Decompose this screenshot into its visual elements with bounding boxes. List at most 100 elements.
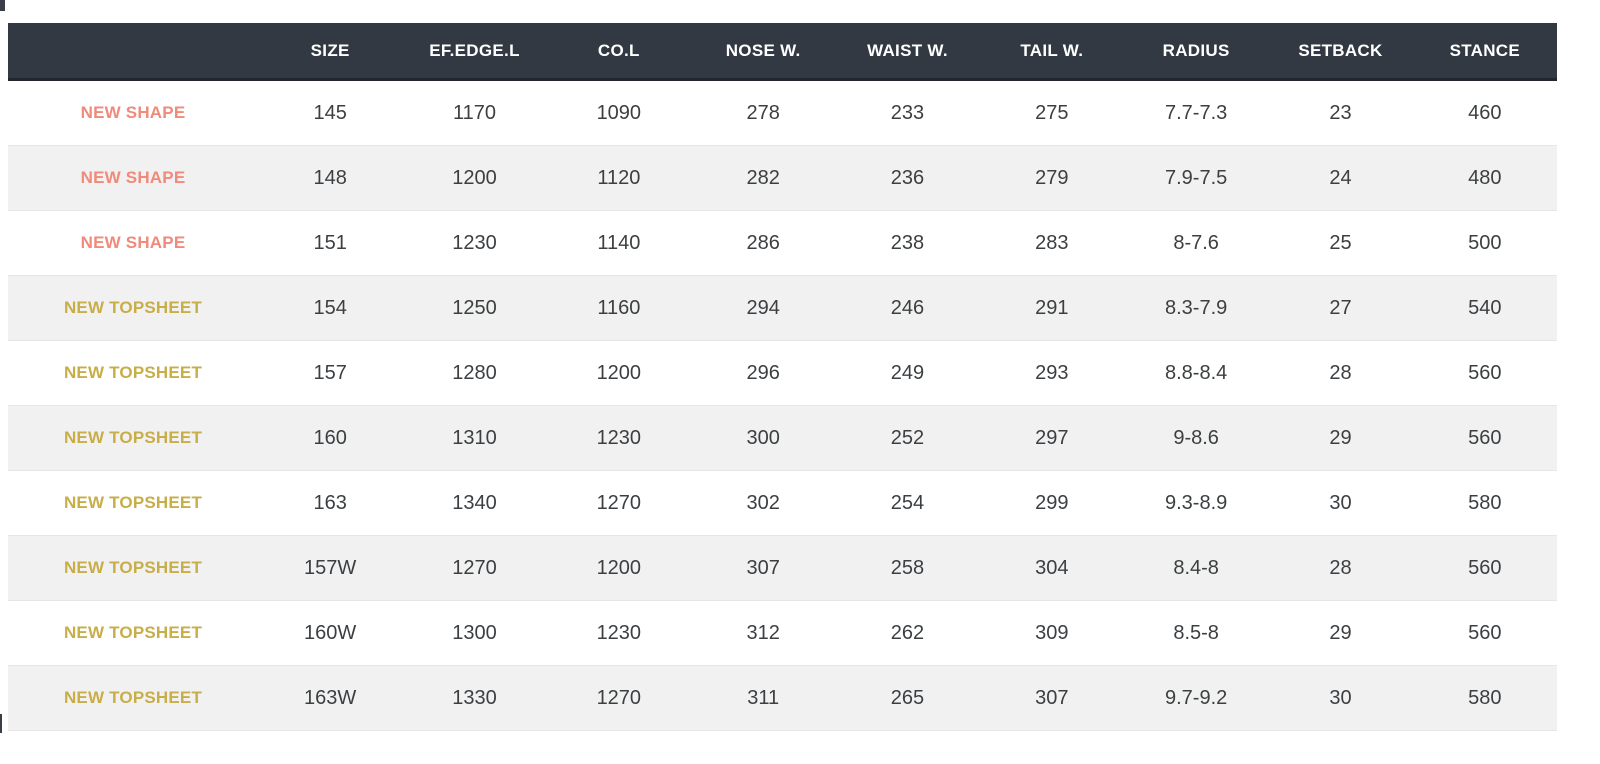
cell-size: 163W: [258, 665, 403, 731]
cell-size: 163: [258, 470, 403, 536]
cell-stance: 560: [1412, 405, 1557, 471]
cell-radius: 7.9-7.5: [1123, 145, 1269, 211]
cell-waist-w: 233: [835, 79, 980, 146]
table-row: NEW SHAPE 148 1200 1120 282 236 279 7.9-7.5 24 48…: [8, 145, 1557, 211]
column-header-tail-w: TAIL W.: [979, 23, 1124, 81]
cell-setback: 30: [1268, 665, 1413, 731]
cell-stance: 540: [1412, 275, 1557, 341]
cell-nose-w: 307: [690, 535, 836, 601]
cell-radius: 8.5-8: [1123, 600, 1269, 666]
cell-ef-edge-l: 1330: [402, 665, 547, 731]
table-row: NEW TOPSHEET 157 1280 1200 296 249 293 8.8-8.4 2…: [8, 340, 1557, 406]
table-row: NEW TOPSHEET 154 1250 1160 294 246 291 8.3-7.9 2…: [8, 275, 1557, 341]
cell-waist-w: 265: [835, 665, 980, 731]
row-tag-new-topsheet: NEW TOPSHEET: [8, 665, 258, 731]
row-tag-new-topsheet: NEW TOPSHEET: [8, 340, 258, 406]
cell-size: 157W: [258, 535, 403, 601]
cell-tail-w: 309: [979, 600, 1124, 666]
cell-setback: 28: [1268, 340, 1413, 406]
spec-table-head: SIZE EF.EDGE.L CO.L NOSE W. WAIST W. TAIL W. R…: [8, 23, 1557, 81]
size-spec-table: SIZE EF.EDGE.L CO.L NOSE W. WAIST W. TAIL W. R…: [8, 23, 1557, 731]
cell-setback: 29: [1268, 600, 1413, 666]
column-header-ef-edge-l: EF.EDGE.L: [402, 23, 547, 81]
table-row: NEW TOPSHEET 163W 1330 1270 311 265 307 9.7-9.2…: [8, 665, 1557, 731]
column-header-size: SIZE: [258, 23, 403, 81]
row-tag-new-topsheet: NEW TOPSHEET: [8, 535, 258, 601]
cell-waist-w: 258: [835, 535, 980, 601]
cell-size: 160: [258, 405, 403, 471]
cell-radius: 8.4-8: [1123, 535, 1269, 601]
cell-co-l: 1230: [546, 600, 691, 666]
cell-stance: 560: [1412, 600, 1557, 666]
cell-setback: 29: [1268, 405, 1413, 471]
cell-nose-w: 312: [690, 600, 836, 666]
column-header-radius: RADIUS: [1123, 23, 1269, 81]
cell-co-l: 1200: [546, 340, 691, 406]
cell-co-l: 1200: [546, 535, 691, 601]
table-row: NEW TOPSHEET 157W 1270 1200 307 258 304 8.4-8 28…: [8, 535, 1557, 601]
cell-size: 160W: [258, 600, 403, 666]
cell-ef-edge-l: 1300: [402, 600, 547, 666]
cell-radius: 9.7-9.2: [1123, 665, 1269, 731]
cell-stance: 560: [1412, 535, 1557, 601]
table-row: NEW TOPSHEET 160 1310 1230 300 252 297 9-8.6 29 5…: [8, 405, 1557, 471]
cell-ef-edge-l: 1310: [402, 405, 547, 471]
cell-size: 157: [258, 340, 403, 406]
cell-setback: 28: [1268, 535, 1413, 601]
cell-co-l: 1120: [546, 145, 691, 211]
cell-ef-edge-l: 1200: [402, 145, 547, 211]
cell-waist-w: 249: [835, 340, 980, 406]
table-row: NEW TOPSHEET 160W 1300 1230 312 262 309 8.5-8 29…: [8, 600, 1557, 666]
cell-stance: 580: [1412, 665, 1557, 731]
cell-co-l: 1270: [546, 665, 691, 731]
cell-tail-w: 293: [979, 340, 1124, 406]
cell-nose-w: 282: [690, 145, 836, 211]
cell-setback: 23: [1268, 79, 1413, 146]
row-tag-new-topsheet: NEW TOPSHEET: [8, 275, 258, 341]
row-tag-new-shape: NEW SHAPE: [8, 145, 258, 211]
cell-nose-w: 302: [690, 470, 836, 536]
cell-waist-w: 254: [835, 470, 980, 536]
cell-tail-w: 297: [979, 405, 1124, 471]
cell-radius: 8.3-7.9: [1123, 275, 1269, 341]
cell-tail-w: 283: [979, 210, 1124, 276]
spec-table: SIZE EF.EDGE.L CO.L NOSE W. WAIST W. TAIL W. R…: [8, 23, 1557, 731]
cell-ef-edge-l: 1170: [402, 79, 547, 146]
column-header-waist-w: WAIST W.: [835, 23, 980, 81]
cell-ef-edge-l: 1250: [402, 275, 547, 341]
cell-stance: 580: [1412, 470, 1557, 536]
cell-nose-w: 286: [690, 210, 836, 276]
cell-ef-edge-l: 1230: [402, 210, 547, 276]
cell-co-l: 1090: [546, 79, 691, 146]
cell-radius: 9-8.6: [1123, 405, 1269, 471]
cell-radius: 9.3-8.9: [1123, 470, 1269, 536]
cell-size: 154: [258, 275, 403, 341]
row-tag-new-topsheet: NEW TOPSHEET: [8, 405, 258, 471]
cell-tail-w: 275: [979, 79, 1124, 146]
cell-waist-w: 238: [835, 210, 980, 276]
row-tag-new-topsheet: NEW TOPSHEET: [8, 470, 258, 536]
cell-tail-w: 307: [979, 665, 1124, 731]
edge-artifact: [0, 0, 5, 11]
cell-ef-edge-l: 1340: [402, 470, 547, 536]
column-header-setback: SETBACK: [1268, 23, 1413, 81]
cell-tail-w: 291: [979, 275, 1124, 341]
cell-stance: 480: [1412, 145, 1557, 211]
cell-co-l: 1140: [546, 210, 691, 276]
cell-nose-w: 294: [690, 275, 836, 341]
cell-ef-edge-l: 1270: [402, 535, 547, 601]
cell-size: 145: [258, 79, 403, 146]
header-row: SIZE EF.EDGE.L CO.L NOSE W. WAIST W. TAIL W. R…: [8, 23, 1557, 81]
cell-co-l: 1230: [546, 405, 691, 471]
cell-size: 148: [258, 145, 403, 211]
cell-radius: 8.8-8.4: [1123, 340, 1269, 406]
cell-stance: 460: [1412, 79, 1557, 146]
cell-setback: 27: [1268, 275, 1413, 341]
row-tag-new-topsheet: NEW TOPSHEET: [8, 600, 258, 666]
cell-tail-w: 299: [979, 470, 1124, 536]
cell-waist-w: 246: [835, 275, 980, 341]
table-row: NEW SHAPE 145 1170 1090 278 233 275 7.7-7.3 23 46…: [8, 79, 1557, 146]
cell-nose-w: 311: [690, 665, 836, 731]
cell-nose-w: 300: [690, 405, 836, 471]
cell-stance: 500: [1412, 210, 1557, 276]
